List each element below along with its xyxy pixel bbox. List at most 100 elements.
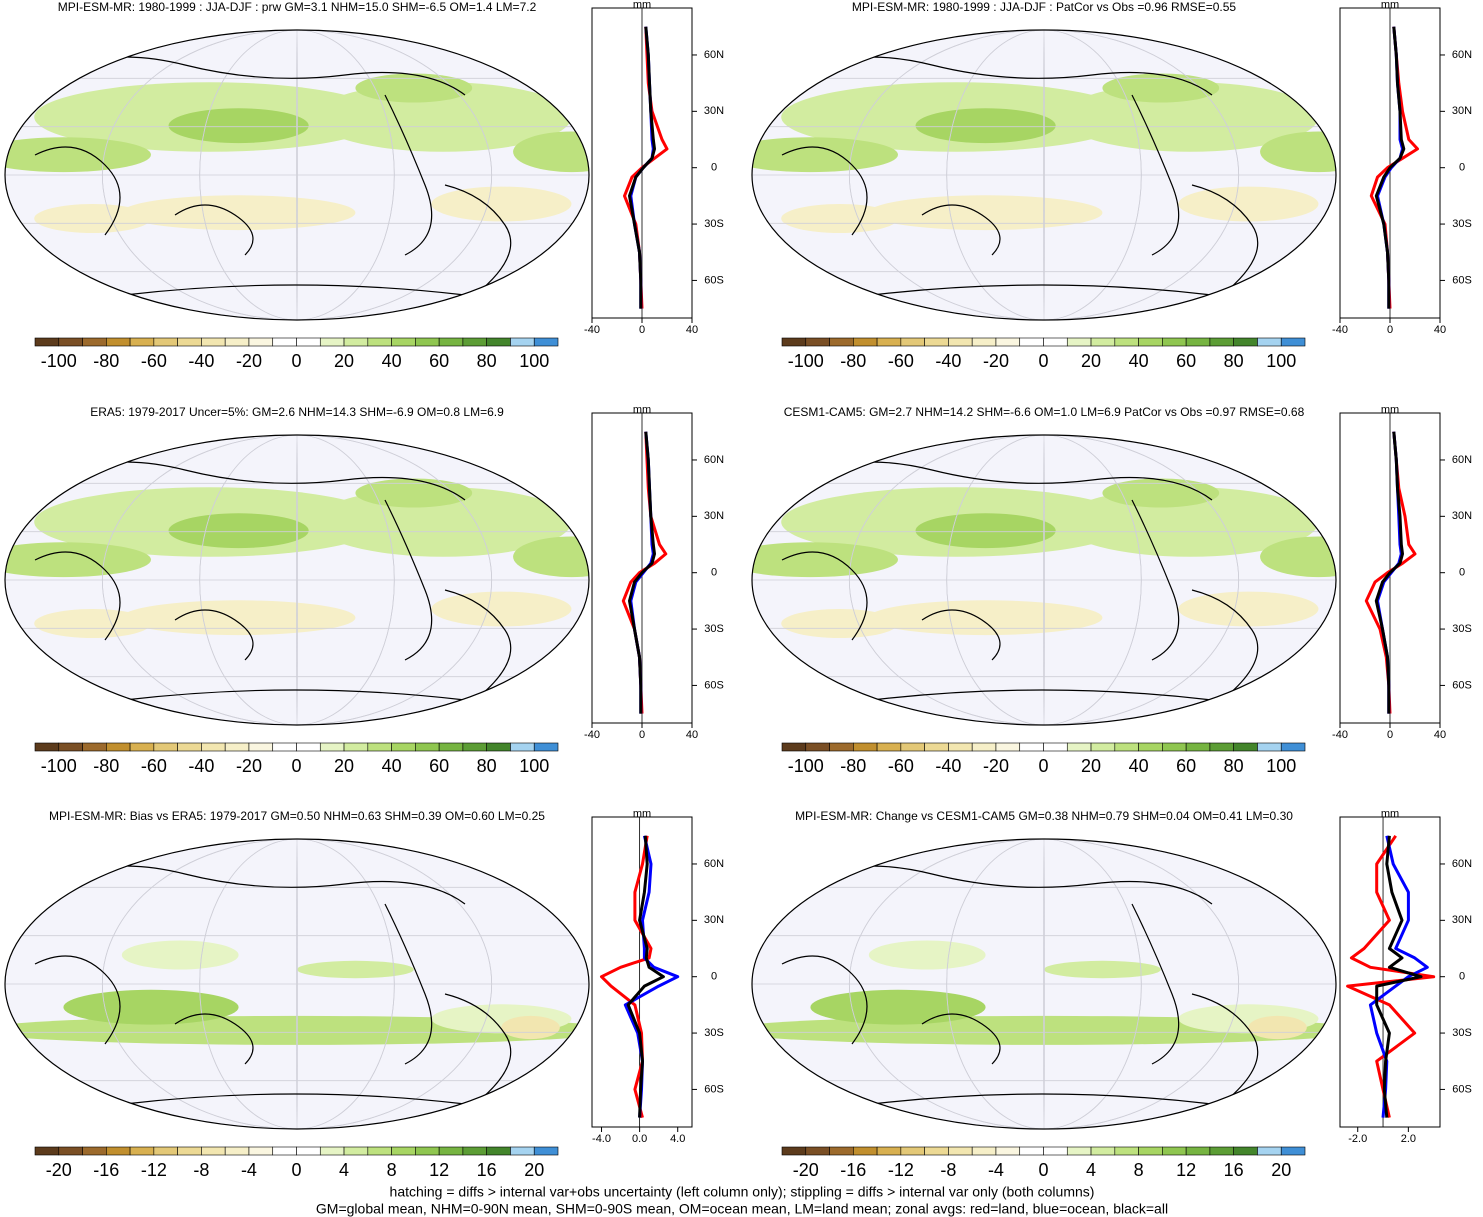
colorbar-label: 8 xyxy=(387,1160,397,1180)
colorbar-label: 100 xyxy=(519,351,549,371)
colorbar-box xyxy=(533,337,559,347)
map-field xyxy=(5,839,589,1129)
footnote: hatching = diffs > internal var+obs unce… xyxy=(390,1184,1095,1200)
graticule xyxy=(848,839,1240,1129)
colorbar-box xyxy=(1280,742,1306,752)
colorbar-box xyxy=(1280,337,1306,347)
colorbar-label: 100 xyxy=(1266,351,1296,371)
x-tick-label: 4.0 xyxy=(670,1133,685,1145)
map-field xyxy=(752,839,1336,1129)
colorbar-box xyxy=(1233,742,1258,752)
colorbar-box xyxy=(343,1146,369,1156)
colorbar-box xyxy=(1066,337,1092,347)
colorbar-box xyxy=(805,337,830,347)
colorbar-box xyxy=(533,1146,559,1156)
colorbar-box xyxy=(1209,1146,1234,1156)
colorbar-box xyxy=(853,1146,878,1156)
colorbar-box xyxy=(1114,1146,1139,1156)
y-tick-label: 60S xyxy=(704,274,724,286)
colorbar-box xyxy=(177,1146,202,1156)
colorbar-box xyxy=(805,742,830,752)
colorbar-box xyxy=(971,337,997,347)
graticule xyxy=(199,30,395,320)
colorbar-box xyxy=(367,337,392,347)
graticule xyxy=(946,30,1142,320)
colorbar-box xyxy=(58,742,83,752)
colorbar-label: 0 xyxy=(291,351,301,371)
colorbar-box xyxy=(438,742,464,752)
map xyxy=(751,434,1337,726)
graticule xyxy=(946,435,1142,725)
coastline xyxy=(781,865,1259,1105)
colorbar-label: -12 xyxy=(888,1160,914,1180)
colorbar-box xyxy=(1043,337,1068,347)
colorbar-label: 60 xyxy=(1176,756,1196,776)
field-blob xyxy=(915,108,1056,144)
colorbar-label: -80 xyxy=(93,351,119,371)
map-border xyxy=(751,434,1337,726)
colorbar-box xyxy=(82,1146,107,1156)
colorbar-box xyxy=(177,742,202,752)
x-tick-label: 0.0 xyxy=(632,1133,647,1145)
y-tick-label: 0 xyxy=(1459,162,1465,174)
field-blob xyxy=(431,591,572,627)
colorbar-box xyxy=(58,337,83,347)
field-blob xyxy=(810,989,986,1025)
colorbar-box xyxy=(900,742,925,752)
y-tick-label: 60S xyxy=(1452,274,1472,286)
colorbar-box xyxy=(971,1146,997,1156)
colorbar-box xyxy=(1233,337,1258,347)
zonal-line xyxy=(628,431,656,714)
field-blob xyxy=(513,131,589,173)
field-blob xyxy=(121,940,239,970)
map-field xyxy=(752,30,1336,320)
colorbar-label: 60 xyxy=(429,756,449,776)
colorbar-label: 4 xyxy=(1086,1160,1096,1180)
colorbar-box xyxy=(415,742,440,752)
colorbar-box xyxy=(296,1146,321,1156)
colorbar-box xyxy=(995,337,1021,347)
graticule xyxy=(101,839,493,1129)
colorbar-label: 0 xyxy=(291,756,301,776)
colorbar-label: -60 xyxy=(141,756,167,776)
colorbar-box xyxy=(343,337,369,347)
y-tick-label: 60N xyxy=(704,858,724,870)
colorbar-box xyxy=(1066,742,1092,752)
colorbar-box xyxy=(829,1146,854,1156)
colorbar-box xyxy=(177,337,202,347)
colorbar-box xyxy=(248,1146,274,1156)
colorbar-label: 12 xyxy=(1176,1160,1196,1180)
zonal-frame xyxy=(1339,816,1441,1128)
colorbar-box xyxy=(1043,742,1068,752)
colorbar-box xyxy=(900,1146,925,1156)
colorbar-box xyxy=(1019,742,1044,752)
zonal-line xyxy=(626,835,665,1118)
colorbar-box xyxy=(129,1146,155,1156)
colorbar-box xyxy=(248,337,274,347)
colorbar-label: 0 xyxy=(1038,1160,1048,1180)
colorbar-label: 16 xyxy=(1224,1160,1244,1180)
colorbar-label: 20 xyxy=(1081,756,1101,776)
unit-label: mm xyxy=(633,808,651,820)
colorbar-label: -20 xyxy=(46,1160,72,1180)
y-tick-label: 60S xyxy=(704,679,724,691)
colorbar-box xyxy=(1185,337,1211,347)
colorbar-label: -40 xyxy=(188,351,214,371)
colorbar-label: -80 xyxy=(93,756,119,776)
unit-label: mm xyxy=(633,404,651,416)
colorbar-label: -80 xyxy=(840,351,866,371)
colorbar-label: -60 xyxy=(888,756,914,776)
colorbar-label: 100 xyxy=(519,756,549,776)
colorbar-box xyxy=(853,742,878,752)
colorbar-box xyxy=(438,1146,464,1156)
panel-title: MPI-ESM-MR: Bias vs ERA5: 1979-2017 GM=0… xyxy=(49,809,545,823)
y-tick-label: 30S xyxy=(1452,218,1472,230)
colorbar-box xyxy=(876,1146,902,1156)
x-tick-label: 40 xyxy=(1434,729,1446,741)
colorbar-box xyxy=(34,1146,60,1156)
colorbar-label: -16 xyxy=(840,1160,866,1180)
colorbar-label: -40 xyxy=(935,756,961,776)
colorbar-box xyxy=(201,337,226,347)
panel-title: MPI-ESM-MR: 1980-1999 : JJA-DJF : PatCor… xyxy=(852,0,1236,14)
colorbar-box xyxy=(82,337,107,347)
